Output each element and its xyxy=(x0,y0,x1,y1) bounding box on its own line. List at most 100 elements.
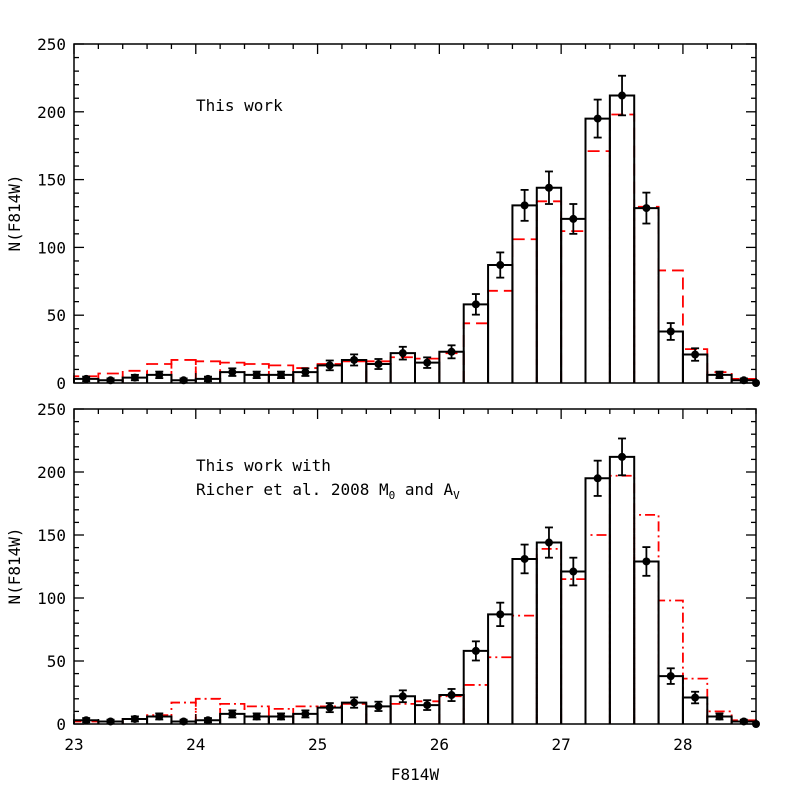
top-data-point xyxy=(569,214,578,223)
bottom-data-bin xyxy=(608,455,636,724)
bottom-model-bin xyxy=(511,614,538,724)
bottom-data-point xyxy=(642,557,651,566)
x-tick-label: 27 xyxy=(552,735,571,754)
bottom-panel: 0 50 100 150 200 250 23 24 25 26 27 28 This work wi… xyxy=(5,400,760,784)
bottom-model-bin xyxy=(560,578,587,724)
bottom-model-bin xyxy=(487,656,514,724)
top-axis-ticks: 0 50 100 150 200 250 xyxy=(37,35,757,393)
top-data-point xyxy=(691,350,700,359)
top-data-bin xyxy=(608,94,636,383)
y-tick-label: 200 xyxy=(37,103,66,122)
top-model-bin xyxy=(146,363,173,383)
bottom-data-point xyxy=(520,554,529,563)
top-data-point xyxy=(618,91,627,100)
bottom-data-point xyxy=(228,709,237,718)
bottom-data-point xyxy=(325,703,334,712)
bottom-data-point xyxy=(666,672,675,681)
bottom-model-bin xyxy=(389,702,416,724)
bottom-data-point xyxy=(82,716,91,725)
top-panel-frame xyxy=(73,43,757,384)
y-tick-label: 150 xyxy=(37,526,66,545)
bottom-plot-area xyxy=(73,437,760,728)
bottom-ylabel: N(F814W) xyxy=(5,527,24,604)
bottom-data-point xyxy=(691,693,700,702)
top-data-point xyxy=(520,201,529,210)
y-tick-label: 200 xyxy=(37,463,66,482)
bottom-data-point xyxy=(618,452,627,461)
bottom-data-bin xyxy=(487,613,514,724)
bottom-model-bin xyxy=(657,599,684,724)
x-tick-label: 28 xyxy=(673,735,692,754)
top-data-point xyxy=(325,361,334,370)
top-data-point xyxy=(203,374,212,383)
annotation-text-part1: Richer et al. 2008 M xyxy=(196,480,389,499)
top-data-bin xyxy=(584,117,611,383)
top-data-point xyxy=(496,261,505,270)
top-data-point xyxy=(252,370,261,379)
bottom-annotation-line1: This work with xyxy=(196,456,331,475)
bottom-data-point xyxy=(203,716,212,725)
bottom-data-point xyxy=(593,474,602,483)
top-data-point xyxy=(155,370,164,379)
bottom-panel-frame xyxy=(73,408,757,725)
bottom-data-point xyxy=(398,692,407,701)
top-data-point xyxy=(350,355,359,364)
bottom-model-bin xyxy=(194,697,222,724)
bottom-data-point xyxy=(496,610,505,619)
top-data-point xyxy=(642,204,651,213)
top-model-bin xyxy=(487,289,514,383)
y-tick-label: 100 xyxy=(37,238,66,257)
bottom-data-bin xyxy=(511,557,538,724)
x-tick-label: 23 xyxy=(64,735,83,754)
bottom-data-point xyxy=(130,714,139,723)
top-data-point xyxy=(447,347,456,356)
bottom-data-bin xyxy=(535,541,563,724)
top-data-point xyxy=(374,360,383,369)
y-tick-label: 0 xyxy=(56,715,66,734)
top-plot-area xyxy=(73,74,760,387)
top-model-bin xyxy=(389,356,416,383)
bottom-data-point xyxy=(569,567,578,576)
y-tick-label: 250 xyxy=(37,35,66,54)
annotation-subscript-m0: 0 xyxy=(389,489,396,502)
top-data-bin xyxy=(511,204,538,383)
top-model-bin xyxy=(462,322,489,383)
x-tick-label: 25 xyxy=(308,735,327,754)
top-data-point xyxy=(544,183,553,192)
y-tick-label: 50 xyxy=(47,306,66,325)
annotation-text-part2: and A xyxy=(395,480,453,499)
top-model-bin xyxy=(560,230,587,383)
top-annotation: This work xyxy=(196,96,283,115)
bottom-data-point xyxy=(374,702,383,711)
x-tick-label: 26 xyxy=(430,735,449,754)
top-ylabel: N(F814W) xyxy=(5,174,24,251)
bottom-data-point xyxy=(447,691,456,700)
top-model-bin xyxy=(608,113,636,383)
bottom-data-point xyxy=(252,712,261,721)
top-data-point xyxy=(666,327,675,336)
y-tick-label: 100 xyxy=(37,589,66,608)
top-data-point xyxy=(593,114,602,123)
bottom-data-point xyxy=(544,538,553,547)
top-data-bin xyxy=(487,264,514,383)
top-model-bin xyxy=(511,238,538,383)
y-tick-label: 0 xyxy=(56,374,66,393)
top-data-point xyxy=(130,373,139,382)
bottom-model-bin xyxy=(584,534,611,724)
top-panel: 0 50 100 150 200 250 This work N(F814W) xyxy=(5,35,760,393)
bottom-model-bin xyxy=(462,684,489,724)
top-data-point xyxy=(423,358,432,367)
bottom-annotation-line2: Richer et al. 2008 M0 and AV xyxy=(196,480,460,502)
bottom-axis-ticks: 0 50 100 150 200 250 23 24 25 26 27 28 xyxy=(37,400,757,754)
bottom-data-point xyxy=(301,709,310,718)
y-tick-label: 150 xyxy=(37,171,66,190)
top-data-point xyxy=(715,370,724,379)
top-model-bin xyxy=(535,200,563,383)
top-data-bin xyxy=(560,217,587,383)
bottom-model-bin xyxy=(535,547,563,724)
top-data-point xyxy=(398,349,407,358)
bottom-data-point xyxy=(277,712,286,721)
top-data-point xyxy=(277,370,286,379)
y-tick-label: 250 xyxy=(37,400,66,419)
